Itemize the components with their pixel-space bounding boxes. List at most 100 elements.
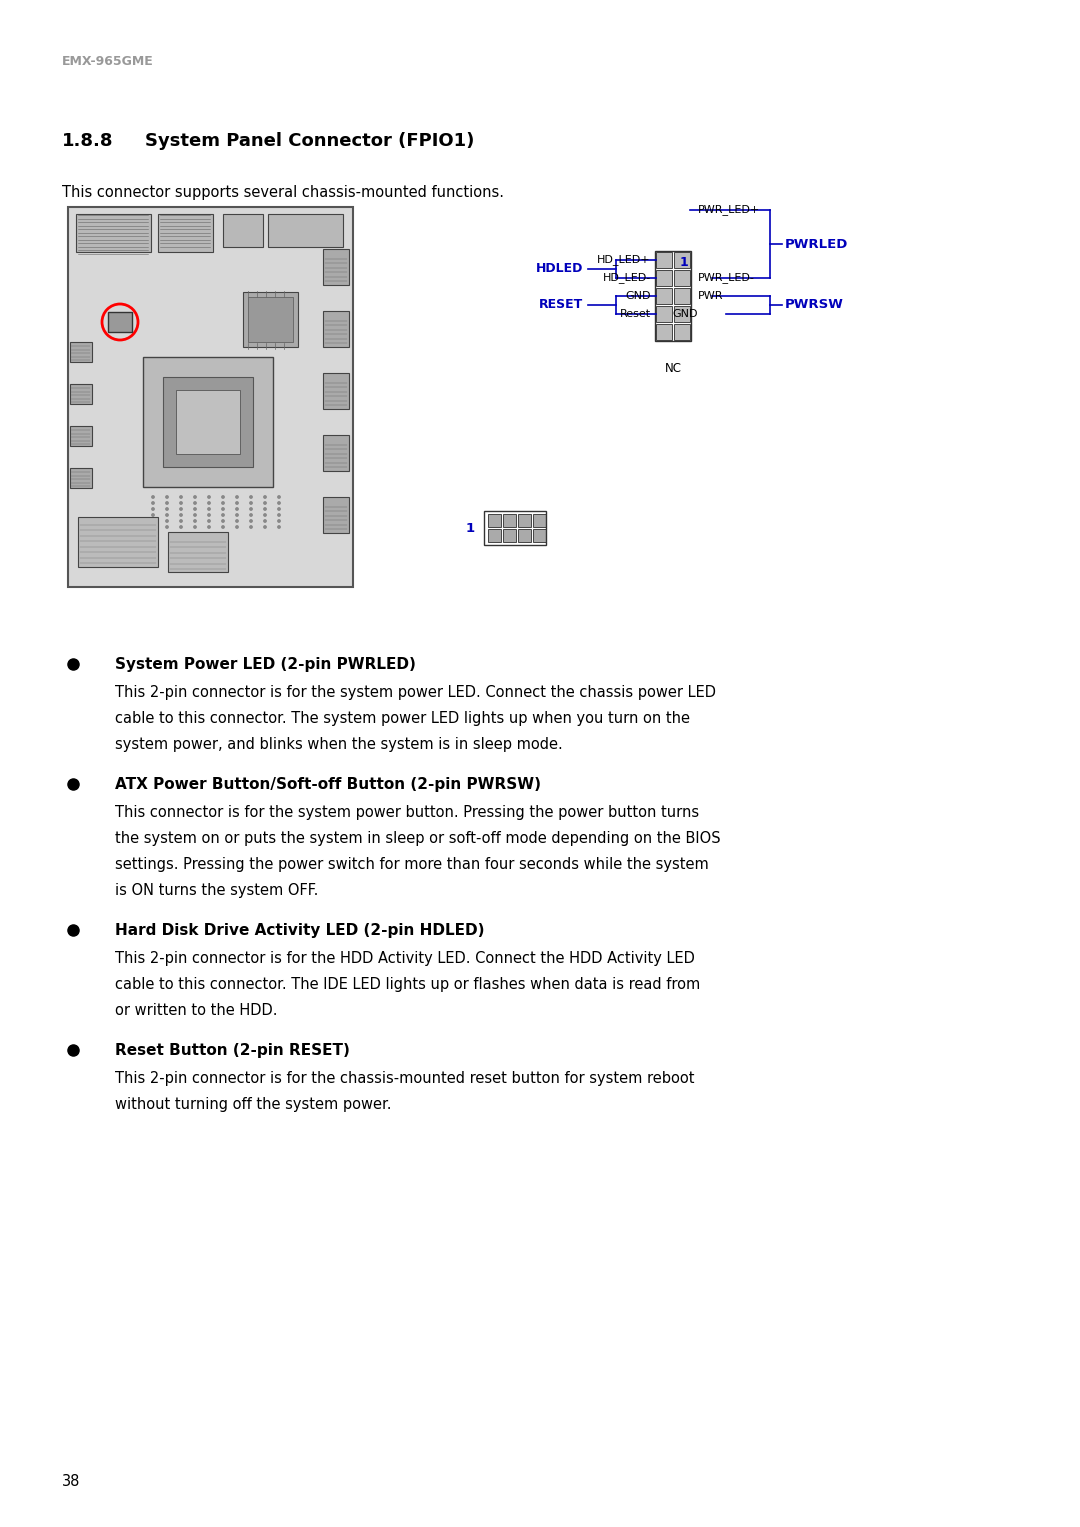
Circle shape bbox=[249, 513, 253, 516]
Circle shape bbox=[221, 525, 225, 528]
Bar bbox=[654, 250, 691, 341]
Bar bbox=[268, 214, 343, 247]
Circle shape bbox=[166, 496, 168, 498]
Text: System Power LED (2-pin PWRLED): System Power LED (2-pin PWRLED) bbox=[114, 657, 416, 672]
Text: This 2-pin connector is for the chassis-mounted reset button for system reboot: This 2-pin connector is for the chassis-… bbox=[114, 1070, 694, 1086]
Circle shape bbox=[235, 508, 239, 510]
Bar bbox=[534, 528, 546, 542]
Text: Reset: Reset bbox=[620, 308, 651, 319]
Circle shape bbox=[193, 519, 197, 522]
Bar bbox=[143, 357, 273, 487]
Bar bbox=[503, 515, 516, 527]
Text: HDLED: HDLED bbox=[536, 263, 583, 275]
Bar bbox=[656, 252, 672, 269]
Circle shape bbox=[264, 513, 266, 516]
Bar bbox=[656, 289, 672, 304]
Circle shape bbox=[193, 496, 197, 498]
Circle shape bbox=[278, 525, 280, 528]
Circle shape bbox=[152, 525, 154, 528]
Bar bbox=[518, 528, 531, 542]
Circle shape bbox=[179, 513, 183, 516]
Text: This 2-pin connector is for the HDD Activity LED. Connect the HDD Activity LED: This 2-pin connector is for the HDD Acti… bbox=[114, 951, 694, 967]
Text: or written to the HDD.: or written to the HDD. bbox=[114, 1003, 278, 1019]
Text: Reset Button (2-pin RESET): Reset Button (2-pin RESET) bbox=[114, 1043, 350, 1058]
Circle shape bbox=[166, 502, 168, 504]
Circle shape bbox=[264, 519, 266, 522]
Circle shape bbox=[179, 496, 183, 498]
Circle shape bbox=[207, 525, 211, 528]
Circle shape bbox=[152, 496, 154, 498]
Circle shape bbox=[221, 508, 225, 510]
Circle shape bbox=[179, 525, 183, 528]
Circle shape bbox=[166, 525, 168, 528]
Text: This connector supports several chassis-mounted functions.: This connector supports several chassis-… bbox=[62, 185, 504, 200]
Bar bbox=[248, 296, 293, 342]
Bar bbox=[70, 342, 92, 362]
Bar bbox=[484, 512, 546, 545]
Bar bbox=[488, 515, 501, 527]
Circle shape bbox=[179, 502, 183, 504]
Circle shape bbox=[249, 525, 253, 528]
Text: 1: 1 bbox=[465, 522, 474, 536]
Bar bbox=[108, 312, 132, 331]
Bar bbox=[656, 270, 672, 286]
Bar bbox=[168, 531, 228, 573]
Text: ATX Power Button/Soft-off Button (2-pin PWRSW): ATX Power Button/Soft-off Button (2-pin … bbox=[114, 777, 541, 793]
Circle shape bbox=[179, 508, 183, 510]
Bar bbox=[70, 426, 92, 446]
Circle shape bbox=[264, 508, 266, 510]
Circle shape bbox=[221, 502, 225, 504]
Bar bbox=[503, 528, 516, 542]
Bar bbox=[674, 270, 690, 286]
Circle shape bbox=[152, 519, 154, 522]
Bar bbox=[674, 289, 690, 304]
Bar bbox=[674, 324, 690, 341]
Bar bbox=[323, 496, 349, 533]
Circle shape bbox=[249, 508, 253, 510]
Bar bbox=[70, 467, 92, 489]
Text: HD_LED+: HD_LED+ bbox=[597, 255, 651, 266]
Circle shape bbox=[207, 513, 211, 516]
Circle shape bbox=[278, 519, 280, 522]
Circle shape bbox=[179, 519, 183, 522]
Text: is ON turns the system OFF.: is ON turns the system OFF. bbox=[114, 883, 319, 898]
Bar bbox=[534, 515, 546, 527]
Circle shape bbox=[249, 496, 253, 498]
Circle shape bbox=[278, 508, 280, 510]
Bar bbox=[163, 377, 253, 467]
Circle shape bbox=[278, 502, 280, 504]
Text: without turning off the system power.: without turning off the system power. bbox=[114, 1096, 391, 1112]
Circle shape bbox=[249, 519, 253, 522]
Text: PWRLED: PWRLED bbox=[785, 238, 849, 250]
Circle shape bbox=[278, 496, 280, 498]
Circle shape bbox=[221, 519, 225, 522]
Circle shape bbox=[235, 513, 239, 516]
Circle shape bbox=[264, 496, 266, 498]
Bar bbox=[78, 518, 158, 567]
Circle shape bbox=[235, 496, 239, 498]
Circle shape bbox=[193, 508, 197, 510]
Text: System Panel Connector (FPIO1): System Panel Connector (FPIO1) bbox=[145, 131, 474, 150]
Text: cable to this connector. The system power LED lights up when you turn on the: cable to this connector. The system powe… bbox=[114, 712, 690, 725]
Circle shape bbox=[152, 508, 154, 510]
Bar bbox=[323, 249, 349, 286]
Text: HD_LED-: HD_LED- bbox=[603, 272, 651, 284]
Bar bbox=[176, 389, 240, 454]
Circle shape bbox=[152, 513, 154, 516]
Text: 1: 1 bbox=[680, 257, 689, 269]
Circle shape bbox=[193, 525, 197, 528]
Text: cable to this connector. The IDE LED lights up or flashes when data is read from: cable to this connector. The IDE LED lig… bbox=[114, 977, 700, 993]
Bar bbox=[68, 208, 353, 586]
Circle shape bbox=[152, 502, 154, 504]
Circle shape bbox=[207, 502, 211, 504]
Text: system power, and blinks when the system is in sleep mode.: system power, and blinks when the system… bbox=[114, 738, 563, 751]
Bar bbox=[243, 292, 298, 347]
Bar bbox=[76, 214, 151, 252]
Circle shape bbox=[221, 513, 225, 516]
Bar bbox=[674, 305, 690, 322]
Circle shape bbox=[193, 513, 197, 516]
Bar bbox=[518, 515, 531, 527]
Circle shape bbox=[235, 502, 239, 504]
Circle shape bbox=[278, 513, 280, 516]
Bar bbox=[222, 214, 264, 247]
